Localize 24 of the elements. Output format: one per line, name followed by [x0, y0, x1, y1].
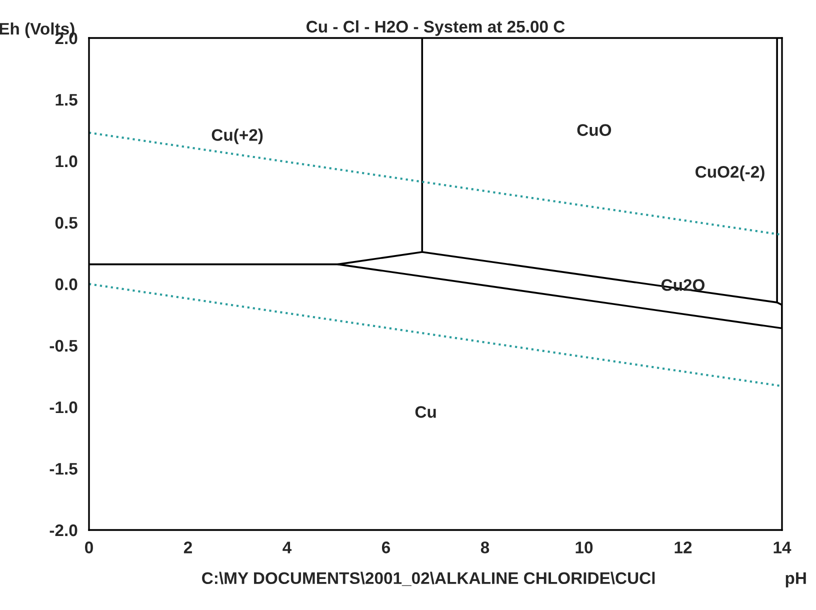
x-tick-label: 0 [85, 542, 93, 554]
x-tick-label: 4 [282, 542, 292, 554]
annotation: Cu(+2) [212, 128, 263, 144]
x-tick-label: 12 [674, 542, 692, 554]
y-tick-label: 0.0 [55, 278, 78, 290]
x-tick-label: 14 [774, 542, 792, 554]
y-tick-label: 0.5 [55, 216, 78, 229]
y-tick-label: -2.0 [50, 524, 78, 536]
x-tick-label: 6 [382, 542, 390, 554]
annotation: CuO [577, 124, 612, 136]
x-tick-label: 2 [184, 542, 192, 554]
annotation: Cu [415, 406, 436, 418]
y-tick-label: -0.5 [50, 340, 78, 352]
x-tick-label: 8 [480, 542, 490, 554]
x-tick-label: 10 [576, 542, 593, 554]
chart-title: Cu - Cl - H2O - System at 25.00 C [306, 20, 565, 36]
text: C:\MY DOCUMENTS\2001_02\ALKALINE CHLORIDE\CUCl [202, 572, 655, 586]
annotation: CuO2(-2) [696, 166, 764, 182]
x-axis-title: pH [786, 572, 806, 588]
annotation: Cu2O [661, 279, 705, 291]
y-tick-label: 1.5 [56, 94, 78, 106]
y-tick-label: -1.0 [50, 401, 78, 414]
y-tick-label: 1.0 [56, 155, 78, 168]
y-tick-label: -1.5 [50, 463, 78, 475]
